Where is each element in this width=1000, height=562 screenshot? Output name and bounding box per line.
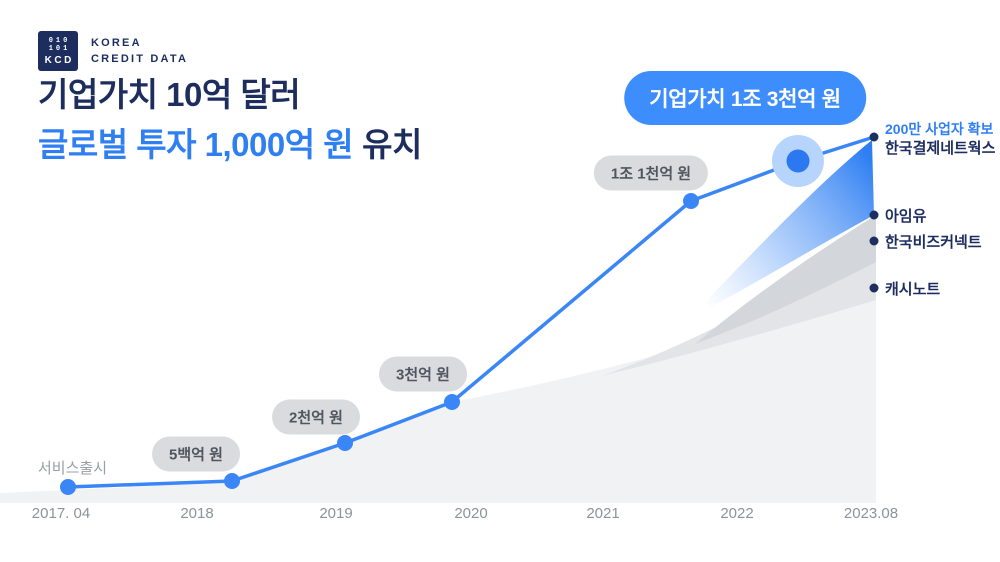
milestone-point-1100b xyxy=(683,193,699,209)
kcd-logo-icon: 010 101 KCD xyxy=(38,31,78,71)
valuation-badge: 기업가치 1조 3천억 원 xyxy=(624,71,866,125)
annotation-bizconnect: 한국비즈커넥트 xyxy=(885,234,982,251)
title-line2: 글로벌 투자 1,000억 원 유치 xyxy=(38,120,422,170)
milestone-point-200b xyxy=(337,435,353,451)
x-tick-2021: 2021 xyxy=(586,505,620,522)
kcd-logo: 010 101 KCD KOREA CREDIT DATA xyxy=(38,31,188,71)
annotation-kpn: 200만 사업자 확보 한국결제네트웍스 xyxy=(885,121,995,157)
x-tick-2018: 2018 xyxy=(180,505,214,522)
final-point xyxy=(786,149,810,173)
area-bizconnect xyxy=(601,241,876,376)
brand-name-line1: KOREA xyxy=(91,37,142,49)
area-kpn-blue-wedge xyxy=(690,140,874,318)
milestone-label-launch: 서비스출시 xyxy=(38,460,108,477)
title-line2-highlight: 글로벌 투자 1,000억 원 xyxy=(38,126,354,163)
area-imu xyxy=(695,215,876,344)
milestone-pill-1100b: 1조 1천억 원 xyxy=(593,155,709,191)
annotation-dot-kpn xyxy=(869,132,879,142)
annotation-kpn-highlight: 200만 사업자 확보 xyxy=(885,121,994,137)
logo-row-binary-1: 010 xyxy=(48,36,71,45)
x-tick-2022: 2022 xyxy=(720,505,754,522)
annotation-kpn-label: 한국결제네트웍스 xyxy=(885,140,996,157)
milestone-pill-200b: 2천억 원 xyxy=(272,399,360,435)
logo-row-binary-2: 101 xyxy=(48,44,71,53)
title-line1: 기업가치 10억 달러 xyxy=(38,76,301,113)
x-tick-2023: 2023.08 xyxy=(843,505,899,522)
x-tick-2017: 2017. 04 xyxy=(31,505,91,522)
x-tick-2020: 2020 xyxy=(454,505,488,522)
milestone-pill-300b: 3천억 원 xyxy=(379,356,467,392)
milestone-pill-50b: 5백억 원 xyxy=(152,436,240,472)
logo-row-kcd: KCD xyxy=(44,54,74,66)
annotation-dot-imu xyxy=(869,210,879,220)
x-tick-2019: 2019 xyxy=(319,505,353,522)
annotation-dot-bizconnect xyxy=(869,236,879,246)
brand-name: KOREA CREDIT DATA xyxy=(91,35,188,67)
title-line2-suffix: 유치 xyxy=(362,126,422,163)
brand-name-line2: CREDIT DATA xyxy=(91,53,189,65)
milestone-point-launch xyxy=(60,479,76,495)
annotation-dot-cashnote xyxy=(869,283,879,293)
page-title: 기업가치 10억 달러 글로벌 투자 1,000억 원 유치 xyxy=(38,70,422,170)
area-cashnote xyxy=(0,288,876,503)
milestone-point-300b xyxy=(444,394,460,410)
annotation-imu: 아임유 xyxy=(885,208,927,225)
milestone-point-50b xyxy=(224,473,240,489)
annotation-cashnote: 캐시노트 xyxy=(885,281,941,298)
